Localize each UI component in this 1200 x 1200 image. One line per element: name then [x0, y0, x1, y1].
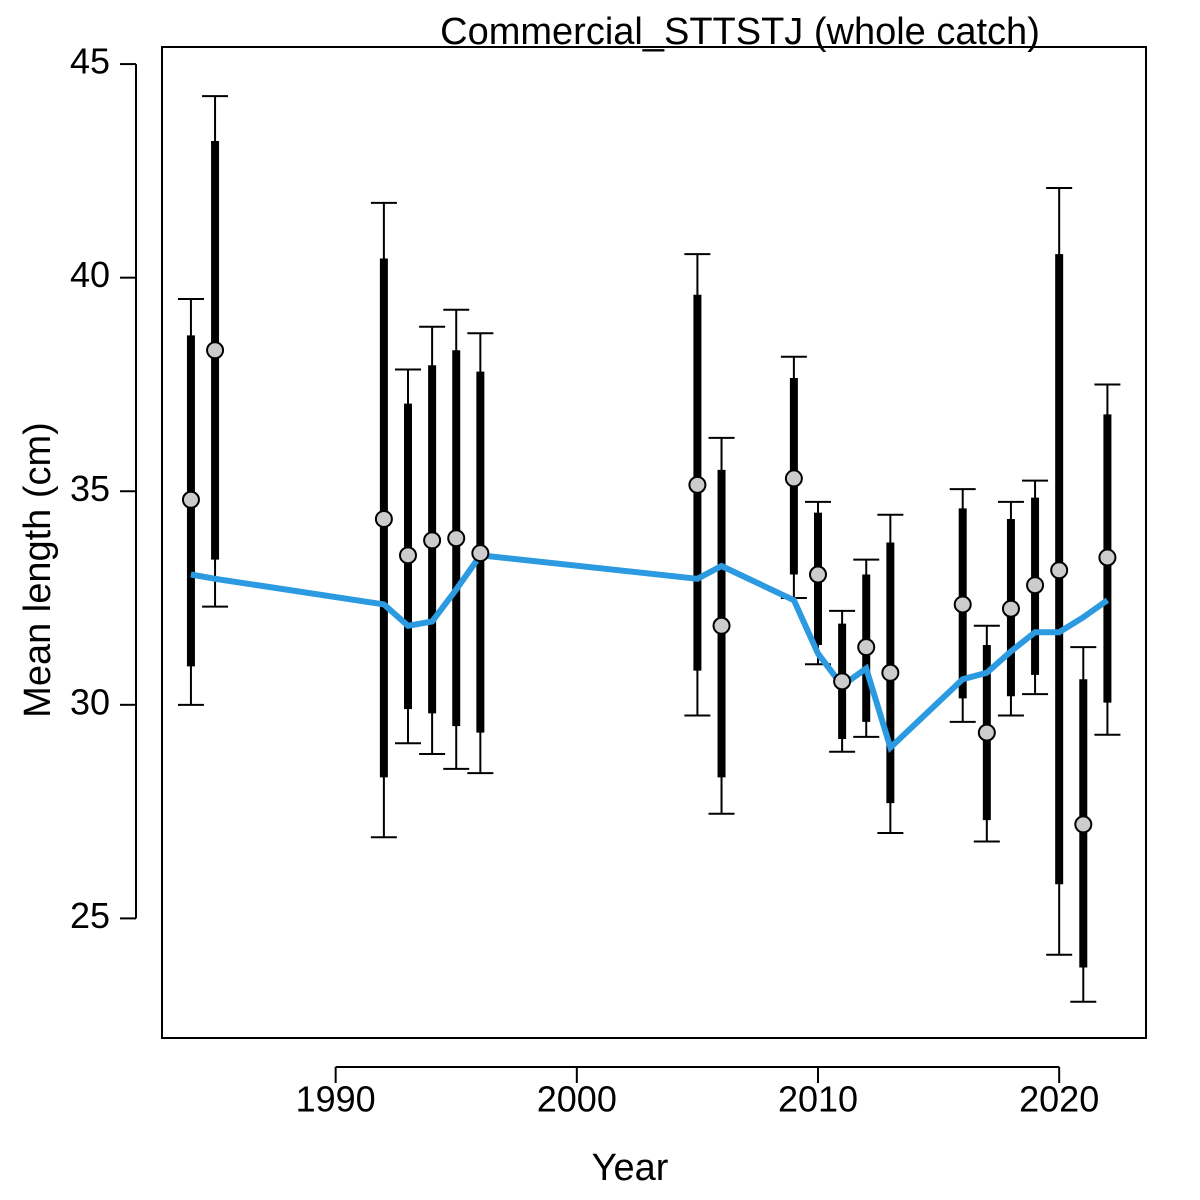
data-point	[181, 490, 200, 509]
y-tick-label: 35	[70, 468, 110, 509]
data-point	[1074, 815, 1093, 834]
x-tick-label: 2010	[778, 1079, 858, 1120]
data-point	[471, 544, 490, 563]
points-layer	[181, 341, 1117, 834]
data-point	[857, 638, 876, 657]
fit-line	[190, 552, 1110, 753]
data-point	[881, 663, 900, 682]
x-tick-label: 1990	[296, 1079, 376, 1120]
data-point	[447, 529, 466, 548]
y-tick-label: 40	[70, 254, 110, 295]
data-point	[784, 469, 803, 488]
data-point	[423, 531, 442, 550]
y-tick-label: 25	[70, 895, 110, 936]
x-axis: 1990 2000 2010 2020	[296, 1066, 1099, 1120]
data-point	[1001, 599, 1020, 618]
data-point	[1050, 561, 1069, 580]
data-point	[833, 672, 852, 691]
data-point	[374, 510, 393, 529]
y-tick-label: 30	[70, 681, 110, 722]
y-axis: 25 30 35 40 45	[70, 41, 137, 936]
data-point	[953, 595, 972, 614]
fit-line-layer	[190, 552, 1110, 753]
data-point	[977, 723, 996, 742]
data-point	[809, 565, 827, 584]
data-point	[206, 341, 225, 360]
plot-frame	[161, 46, 1147, 1039]
x-axis-label: Year	[592, 1147, 669, 1189]
data-point	[1098, 548, 1117, 567]
chart-title: Commercial_STTSTJ (whole catch)	[440, 11, 1040, 53]
x-tick-label: 2020	[1019, 1079, 1099, 1120]
y-axis-label: Mean length (cm)	[17, 422, 59, 718]
data-point	[688, 475, 707, 494]
data-point	[712, 616, 731, 635]
data-point	[399, 546, 417, 565]
data-point	[1026, 576, 1045, 595]
error-bars	[177, 95, 1121, 1003]
x-tick-label: 2000	[537, 1079, 617, 1120]
y-tick-label: 45	[70, 41, 110, 82]
